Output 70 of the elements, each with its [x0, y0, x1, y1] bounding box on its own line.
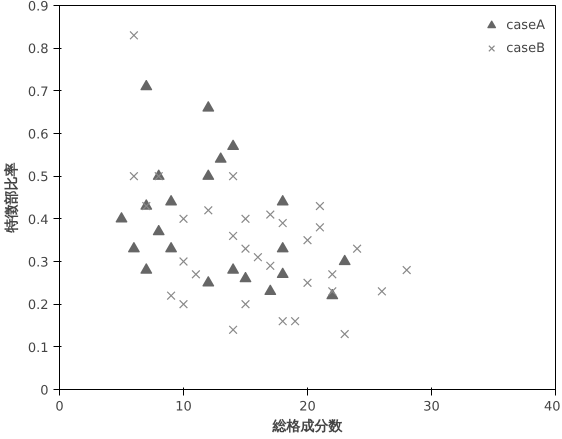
y-tick-label: 0.1: [28, 340, 49, 356]
point: [352, 244, 362, 254]
point: [315, 202, 324, 211]
point: [303, 278, 312, 288]
point: [165, 242, 178, 252]
legend-label: caseB: [506, 40, 545, 56]
point: [152, 224, 165, 236]
point: [266, 210, 275, 220]
point: [241, 214, 250, 224]
point: [202, 101, 214, 112]
x-tick-label: 40: [544, 400, 561, 414]
point: [338, 254, 351, 266]
point: [276, 267, 289, 278]
point: [202, 169, 214, 180]
point: [129, 172, 138, 181]
point: [202, 276, 214, 287]
point: [116, 212, 128, 223]
point: [276, 242, 289, 252]
legend-label: caseA: [506, 18, 545, 32]
x-tick-label: 10: [175, 400, 192, 414]
point: [179, 300, 188, 309]
point: [328, 286, 337, 296]
point: [154, 172, 164, 181]
x-tick-label: 0: [55, 400, 64, 414]
point: [129, 30, 138, 40]
point: [328, 270, 337, 279]
point: [402, 266, 412, 275]
point: [266, 261, 275, 270]
point: [179, 257, 188, 266]
y-tick-label: 0.8: [28, 42, 49, 58]
point: [264, 284, 276, 296]
y-tick-label: 0.5: [28, 170, 49, 186]
point: [227, 139, 240, 150]
point: [140, 263, 152, 274]
y-tick-label: 0.9: [28, 0, 49, 14]
y-tick-label: 0.6: [28, 128, 49, 142]
point: [165, 194, 178, 206]
y-tick-label: 0.3: [28, 256, 49, 270]
point: [191, 270, 200, 279]
point: [276, 194, 289, 206]
point: [377, 286, 386, 296]
point: [303, 236, 312, 245]
point: [228, 231, 238, 240]
point: [142, 202, 151, 211]
point: [228, 325, 238, 334]
point: [278, 218, 288, 228]
y-tick-label: 0: [40, 384, 49, 398]
point: [214, 152, 227, 163]
point: [241, 300, 250, 309]
point: [140, 80, 152, 90]
x-tick-label: 30: [423, 400, 440, 414]
point: [228, 172, 238, 181]
point: [204, 206, 213, 215]
y-tick-label: 0.7: [28, 84, 49, 100]
y-tick-label: 0.4: [28, 212, 49, 228]
y-tick-label: 0.2: [28, 298, 49, 314]
point: [240, 272, 252, 282]
point: [128, 242, 140, 252]
point: [241, 244, 250, 254]
y-axis-title: 特徴部比率: [2, 162, 20, 234]
point: [166, 291, 176, 300]
x-axis-title: 総格成分数: [272, 418, 344, 434]
point: [340, 330, 350, 339]
point: [290, 316, 300, 326]
point: [315, 222, 324, 232]
x-tick-label: 20: [299, 400, 316, 414]
point: [278, 316, 288, 326]
point: [227, 263, 240, 274]
point: [179, 214, 188, 224]
point: [253, 252, 262, 262]
